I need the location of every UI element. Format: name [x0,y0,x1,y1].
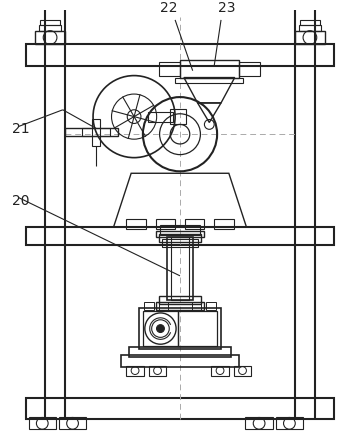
Bar [192,302,202,310]
Bar [156,231,204,237]
Bar [26,227,334,245]
Bar [149,366,166,376]
Bar [246,417,273,429]
Bar [40,20,60,25]
Text: 20: 20 [12,194,30,208]
Bar [300,20,320,25]
Bar [92,118,100,146]
Bar [39,25,61,31]
Bar [239,62,260,76]
Bar [299,25,321,31]
Bar [59,417,86,429]
Bar [144,302,154,310]
Bar [158,234,202,242]
Bar [156,219,175,229]
Bar [158,302,168,310]
Circle shape [157,325,165,333]
Bar [143,311,178,346]
Bar [158,62,180,76]
Text: 22: 22 [159,1,177,15]
Bar [167,237,193,300]
Bar [175,77,243,83]
Bar [162,239,198,246]
Bar [139,308,221,349]
Bar [156,302,204,310]
Bar [178,311,217,346]
Bar [126,366,144,376]
Bar [65,128,118,136]
Bar [171,237,189,300]
Bar [295,31,325,44]
Bar [121,355,239,367]
Bar [148,112,173,121]
Bar [214,219,234,229]
Bar [158,296,202,304]
Bar [234,366,251,376]
Bar [161,225,199,235]
Text: 23: 23 [218,1,236,15]
Bar [82,128,110,136]
Bar [26,44,334,66]
Bar [26,398,334,420]
Bar [185,219,204,229]
Bar [35,31,65,44]
Bar [276,417,303,429]
Bar [170,109,186,125]
Bar [206,302,216,310]
Bar [211,366,229,376]
Bar [126,219,146,229]
Bar [28,417,56,429]
Bar [129,347,231,357]
Bar [180,60,239,77]
Text: 21: 21 [12,122,30,136]
